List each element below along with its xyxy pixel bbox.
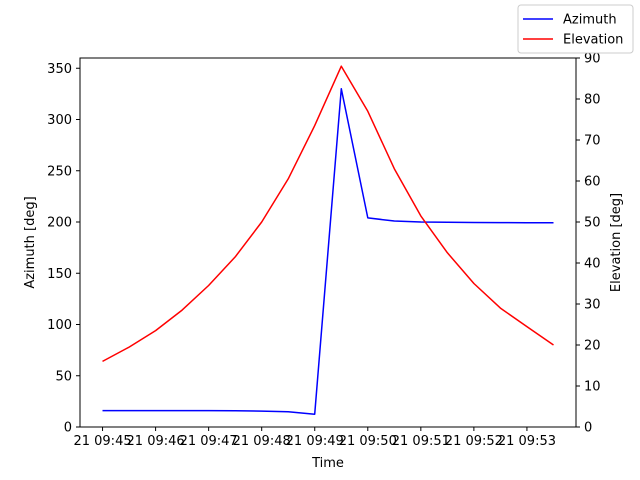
- y-right-tick-label: 0: [584, 421, 592, 436]
- legend-box: [517, 4, 634, 54]
- y-right-tick-label: 60: [584, 175, 601, 190]
- y-left-tick-label: 50: [55, 369, 72, 384]
- x-tick-label: 21 09:48: [233, 434, 291, 449]
- y-right-tick-label: 30: [584, 298, 601, 313]
- y-right-tick-label: 20: [584, 339, 601, 354]
- x-tick-label: 21 09:52: [445, 434, 503, 449]
- elevation-line: [102, 65, 554, 363]
- y-left-tick-label: 350: [47, 62, 72, 77]
- azimuth-line: [102, 88, 554, 415]
- y-left-tick-label: 100: [47, 318, 72, 333]
- y-right-tick-label: 50: [584, 216, 601, 231]
- x-axis-title: Time: [311, 456, 344, 471]
- axes-frame: [79, 57, 577, 428]
- y-left-tick-label: 200: [47, 216, 72, 231]
- y-right-tick-label: 80: [584, 93, 601, 108]
- x-tick-label: 21 09:47: [180, 434, 238, 449]
- y-left-tick-label: 250: [47, 164, 72, 179]
- x-tick-label: 21 09:49: [286, 434, 344, 449]
- legend-label-azimuth: Azimuth: [563, 13, 617, 28]
- legend: Azimuth Elevation: [517, 4, 634, 54]
- elevation-series: [102, 65, 554, 363]
- x-tick-label: 21 09:51: [392, 434, 450, 449]
- legend-label-elevation: Elevation: [563, 33, 623, 48]
- y-right-tick-label: 40: [584, 257, 601, 272]
- x-tick-label: 21 09:53: [498, 434, 556, 449]
- y-right-tick-label: 90: [584, 52, 601, 67]
- azimuth-series: [102, 88, 554, 415]
- y-axis-left-title: Azimuth [deg]: [23, 196, 38, 288]
- y-left-tick-label: 150: [47, 267, 72, 282]
- y-right-tick-label: 70: [584, 134, 601, 149]
- x-tick-label: 21 09:45: [73, 434, 131, 449]
- x-tick-label: 21 09:50: [339, 434, 397, 449]
- y-right-tick-label: 10: [584, 380, 601, 395]
- y-left-tick-label: 300: [47, 113, 72, 128]
- y-axis-right-title: Elevation [deg]: [609, 193, 624, 292]
- y-left-tick-label: 0: [64, 421, 72, 436]
- x-tick-label: 21 09:46: [127, 434, 185, 449]
